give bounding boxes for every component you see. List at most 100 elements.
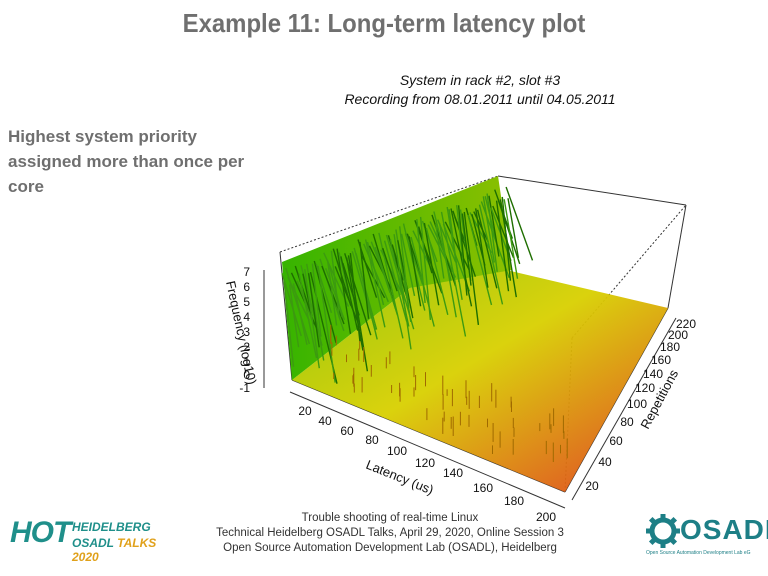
surface-spike	[499, 199, 517, 298]
gear-icon	[646, 514, 680, 548]
surface-spike	[486, 193, 498, 272]
osadl-logo: OSADL Open Source Automation Development…	[646, 512, 768, 560]
surface-spike	[418, 226, 433, 274]
surface-spike	[364, 239, 386, 328]
surface-spike	[380, 249, 404, 297]
surface-spike	[450, 208, 473, 307]
surface-spike	[399, 226, 410, 309]
surface-spike	[435, 223, 445, 279]
surface-spike	[501, 196, 512, 281]
footer: Trouble shooting of real-time Linux Tech…	[190, 511, 590, 556]
hot-logo: HOT HEIDELBERG OSADL TALKS 2020	[10, 516, 170, 564]
surface-spike	[423, 222, 440, 306]
surface-spikes	[281, 186, 568, 462]
z-tick: 0	[243, 368, 250, 382]
surface-spike	[495, 200, 510, 292]
x-tick: 160	[473, 481, 493, 495]
x-tick: 140	[443, 466, 463, 480]
x-tick: 120	[415, 456, 435, 470]
side-note-line: Highest system priority	[8, 127, 197, 146]
surface-spike	[414, 220, 443, 294]
surface-spike	[444, 221, 470, 271]
surface-spike	[419, 216, 432, 320]
surface-spike	[482, 196, 495, 263]
surface-spike	[507, 198, 520, 259]
hot-logo-osadl: OSADL	[72, 536, 114, 550]
y-tick: 220	[676, 317, 696, 331]
surface-spike	[492, 205, 515, 258]
y-tick: 180	[660, 340, 680, 354]
surface-spike	[376, 250, 399, 316]
hot-logo-line2: OSADL TALKS 2020	[72, 536, 170, 564]
side-note-line: assigned more than once per	[8, 152, 245, 171]
surface-spike	[307, 273, 320, 348]
surface-spike	[393, 234, 412, 350]
surface-spike	[359, 241, 370, 319]
y-tick: 40	[598, 455, 612, 469]
z-tick: 5	[243, 295, 250, 309]
surface-spike	[425, 227, 449, 315]
x-tick: 180	[504, 494, 524, 508]
surface-spike	[287, 276, 310, 321]
y-tick: 160	[651, 353, 671, 367]
plot-title-line2: Recording from 08.01.2011 until 04.05.20…	[344, 91, 615, 107]
y-tick: 100	[627, 397, 647, 411]
osadl-logo-subtitle: Open Source Automation Development Lab e…	[646, 550, 751, 556]
z-tick: 1	[243, 355, 250, 369]
surface-spike	[281, 272, 302, 337]
x-tick: 20	[298, 404, 312, 418]
x-tick: 60	[340, 424, 354, 438]
y-tick: 200	[668, 328, 688, 342]
surface-spike	[467, 214, 493, 306]
x-tick: 200	[536, 510, 556, 524]
surface-spike	[347, 255, 369, 372]
surface-spike	[336, 248, 352, 334]
surface-spike	[488, 195, 500, 257]
surface-spike	[317, 265, 336, 383]
y-tick: 140	[643, 367, 663, 381]
surface-spike	[476, 209, 498, 289]
z-tick: -1	[239, 381, 250, 395]
surface-spike	[288, 284, 300, 348]
y-tick: 80	[620, 415, 634, 429]
surface-spike	[461, 213, 472, 286]
surface-spike	[382, 247, 398, 292]
footer-line: Open Source Automation Development Lab (…	[223, 542, 557, 554]
surface-spike	[448, 209, 460, 283]
surface-spike	[349, 253, 361, 342]
surface-spike	[330, 250, 341, 319]
y-tick: 20	[585, 479, 599, 493]
z-tick: 2	[243, 340, 250, 354]
z-tick: 7	[243, 265, 250, 279]
surface-spike	[440, 211, 467, 337]
surface-spike	[408, 236, 422, 307]
slide-title: Example 11: Long-term latency plot	[182, 8, 586, 38]
surface-spike	[400, 233, 416, 297]
z-axis-label: Frequency (log10)	[223, 280, 260, 386]
surface-spike	[338, 252, 349, 293]
surface-spike	[345, 257, 364, 351]
surface-spike	[292, 283, 308, 345]
surface-spike	[478, 204, 504, 305]
surface-spike	[313, 260, 337, 343]
surface-spike	[383, 240, 408, 322]
surface-spike	[457, 205, 468, 296]
side-note: Highest system priority assigned more th…	[8, 124, 278, 199]
surface-spike	[366, 241, 385, 306]
z-axis: 7 6 5 4 3 2 1 0 -1 Frequency (log10)	[223, 265, 265, 395]
surface-spike	[475, 208, 489, 288]
plot-title-line1: System in rack #2, slot #3	[400, 72, 561, 88]
footer-line: Technical Heidelberg OSADL Talks, April …	[216, 527, 564, 539]
surface-spike	[283, 279, 295, 367]
z-tick: 3	[243, 325, 250, 339]
surface-spike	[438, 223, 457, 318]
surface-spike	[404, 233, 424, 285]
surface-spike	[311, 263, 322, 337]
osadl-logo-text: OSADL	[680, 514, 768, 545]
surface-spike	[304, 269, 320, 369]
x-tick: 40	[318, 414, 332, 428]
hot-logo-talks: TALKS 2020	[72, 536, 157, 564]
hot-logo-line1: HEIDELBERG	[72, 520, 151, 534]
x-tick: 80	[365, 433, 379, 447]
surface-spike	[344, 253, 372, 336]
